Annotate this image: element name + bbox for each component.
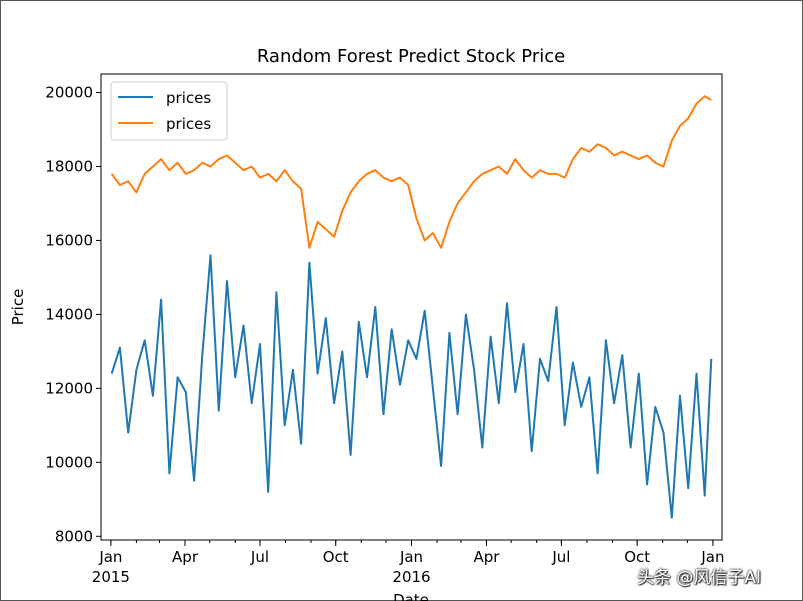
y-tick-label: 12000 (45, 379, 93, 397)
x-tick-year-label: 2016 (392, 568, 430, 586)
watermark: 头条 @风信子AI (637, 568, 762, 588)
y-tick-label: 14000 (45, 305, 93, 323)
plot-area (101, 74, 722, 540)
y-axis-label: Price (9, 289, 27, 326)
series-line-0 (110, 254, 713, 519)
y-tick-label: 16000 (45, 231, 93, 249)
series-line-1 (110, 95, 712, 249)
x-tick-label: Jul (250, 548, 269, 566)
x-tick-year-label: 2015 (92, 568, 130, 586)
series-layer (110, 95, 713, 519)
y-tick-label: 20000 (45, 83, 93, 101)
chart-title: Random Forest Predict Stock Price (257, 46, 565, 67)
y-tick-label: 10000 (45, 453, 93, 471)
y-axis-ticks: 8000 10000 12000 14000 16000 18000 20000 (45, 83, 101, 545)
x-tick-label: Jul (551, 548, 570, 566)
y-tick-label: 18000 (45, 157, 93, 175)
x-tick-label: Jan (98, 548, 122, 566)
x-tick-label: Oct (323, 548, 349, 566)
x-tick-label: Jan (399, 548, 423, 566)
legend-label-0: prices (166, 89, 211, 107)
x-axis-label: Date (393, 591, 429, 601)
x-tick-label: Jan (700, 548, 724, 566)
x-tick-label: Apr (172, 548, 199, 566)
x-axis-ticks: Jan 2015 Apr Jul Oct Jan 2016 Apr Jul Oct Jan (92, 540, 725, 586)
y-tick-label: 8000 (55, 527, 93, 545)
plot-border (100, 73, 723, 541)
x-tick-label: Apr (473, 548, 500, 566)
x-tick-label: Oct (624, 548, 650, 566)
legend-label-1: prices (166, 115, 211, 133)
legend: prices prices (110, 81, 228, 141)
